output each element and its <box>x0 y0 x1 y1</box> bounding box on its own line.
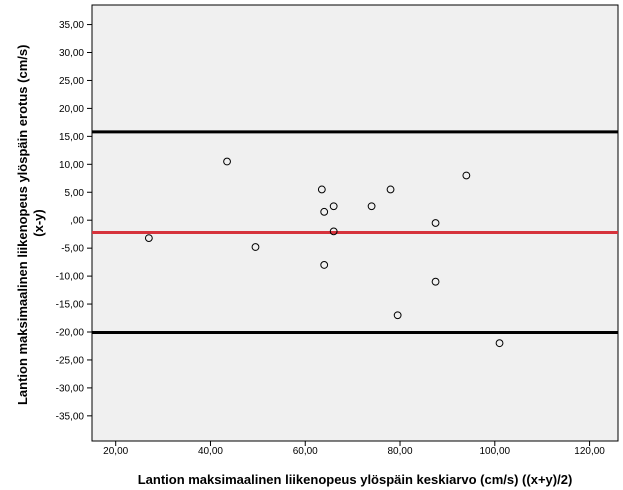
y-tick-label: 25,00 <box>59 76 84 87</box>
data-point <box>431 219 440 227</box>
y-tick-label: -35,00 <box>56 411 85 422</box>
x-axis-title: Lantion maksimaalinen liikenopeus ylöspä… <box>138 472 573 487</box>
plot-area <box>91 4 619 442</box>
x-tick-label: 120,00 <box>574 446 605 457</box>
data-point <box>495 339 504 348</box>
data-point <box>320 207 329 216</box>
y-tick-label: 15,00 <box>59 132 84 143</box>
y-tick-label: -15,00 <box>56 300 85 311</box>
data-points <box>144 157 504 348</box>
y-tick-label: 5,00 <box>65 188 85 199</box>
y-tick-label: 10,00 <box>59 160 84 171</box>
data-point <box>431 277 440 286</box>
data-point <box>329 202 338 211</box>
y-axis-title-line-2: (x-y) <box>31 209 46 236</box>
data-point <box>320 261 329 269</box>
y-tick-label: -30,00 <box>56 383 85 394</box>
x-axis: 20,00 40,00 60,00 80,00 100,00 120,00 <box>103 441 605 457</box>
y-tick-label: 20,00 <box>59 104 84 115</box>
x-tick-label: 40,00 <box>198 446 223 457</box>
data-point <box>367 202 376 211</box>
y-axis-title-line-1: Lantion maksimaalinen liikenopeus ylöspä… <box>15 45 30 405</box>
data-point <box>223 157 231 166</box>
y-tick-label: -25,00 <box>56 355 85 366</box>
x-tick-label: 20,00 <box>103 446 128 457</box>
data-point <box>251 243 260 251</box>
y-tick-label: -5,00 <box>61 244 84 255</box>
y-tick-label: 35,00 <box>59 20 84 31</box>
y-tick-label: -10,00 <box>56 272 85 283</box>
y-axis: 35,00 30,00 25,00 20,00 15,00 10,00 5,00 ,00 -5,… <box>56 20 92 422</box>
x-tick-label: 80,00 <box>388 446 413 457</box>
y-axis-title: Lantion maksimaalinen liikenopeus ylöspä… <box>15 41 46 405</box>
y-tick-label: -20,00 <box>56 328 85 339</box>
data-point <box>386 185 395 194</box>
data-point <box>144 234 153 242</box>
data-point <box>317 185 326 194</box>
y-tick-label: ,00 <box>70 216 84 227</box>
x-tick-label: 60,00 <box>293 446 318 457</box>
data-point <box>329 227 338 236</box>
x-tick-label: 100,00 <box>479 446 510 457</box>
y-tick-label: 30,00 <box>59 48 84 59</box>
data-point <box>462 171 471 180</box>
reference-lines <box>92 130 618 335</box>
data-point <box>393 311 402 320</box>
